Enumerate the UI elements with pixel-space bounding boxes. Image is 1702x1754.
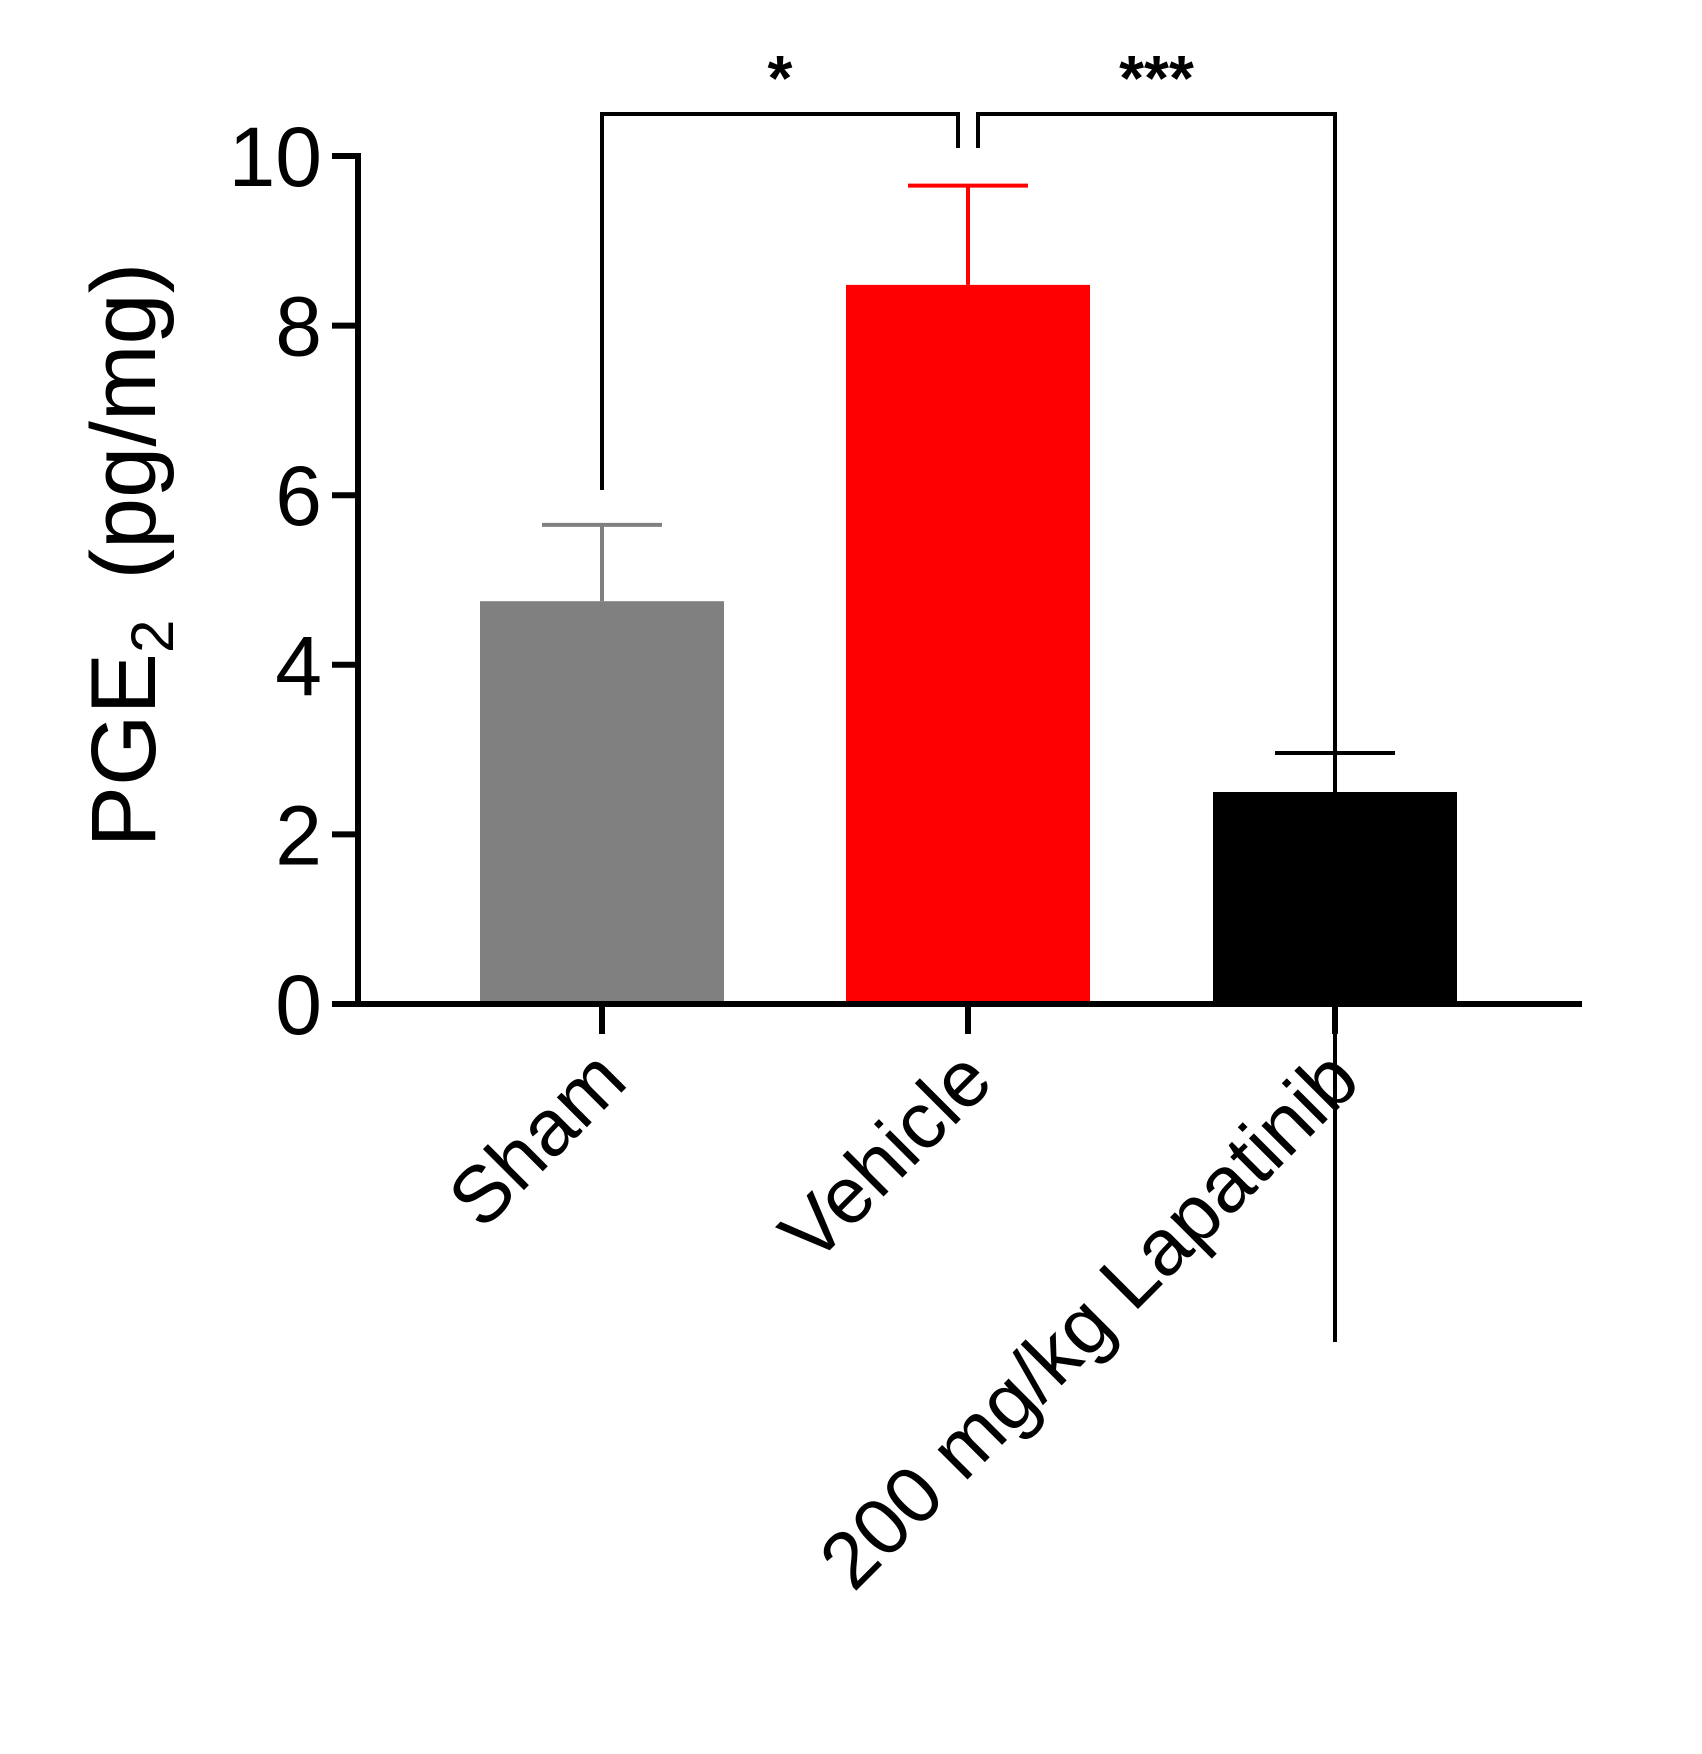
y-tick-label-4: 4 xyxy=(275,619,322,713)
y-tick-label-2: 2 xyxy=(275,788,322,882)
y-tick-label-0: 0 xyxy=(275,958,322,1052)
y-tick-label-6: 6 xyxy=(275,449,322,543)
bars-group xyxy=(480,284,1457,1004)
x-tick-label-2: Vehicle xyxy=(763,1033,1008,1278)
x-tick-label-1: Sham xyxy=(431,1033,642,1244)
svg-text:PGE2(pg/mg): PGE2 (pg/mg) xyxy=(73,263,186,848)
significance-label-2: *** xyxy=(1119,42,1194,114)
bar-2 xyxy=(846,284,1090,1004)
significance-brackets: * *** xyxy=(600,42,1337,1342)
significance-bracket-1 xyxy=(600,112,960,490)
bar-1 xyxy=(480,601,724,1004)
y-axis-label-main: PGE xyxy=(73,653,175,847)
significance-bracket-2 xyxy=(976,112,1337,1342)
y-axis-label-subscript: 2 xyxy=(119,620,186,653)
y-tick-label-10: 10 xyxy=(229,110,322,204)
y-tick-label-8: 8 xyxy=(275,280,322,374)
significance-label-1: * xyxy=(768,42,793,114)
y-axis: 0 2 4 6 8 10 xyxy=(229,110,361,1052)
y-axis-label-unit: (pg/mg) xyxy=(73,263,175,580)
y-axis-label: PGE2 (pg/mg) xyxy=(73,263,186,848)
